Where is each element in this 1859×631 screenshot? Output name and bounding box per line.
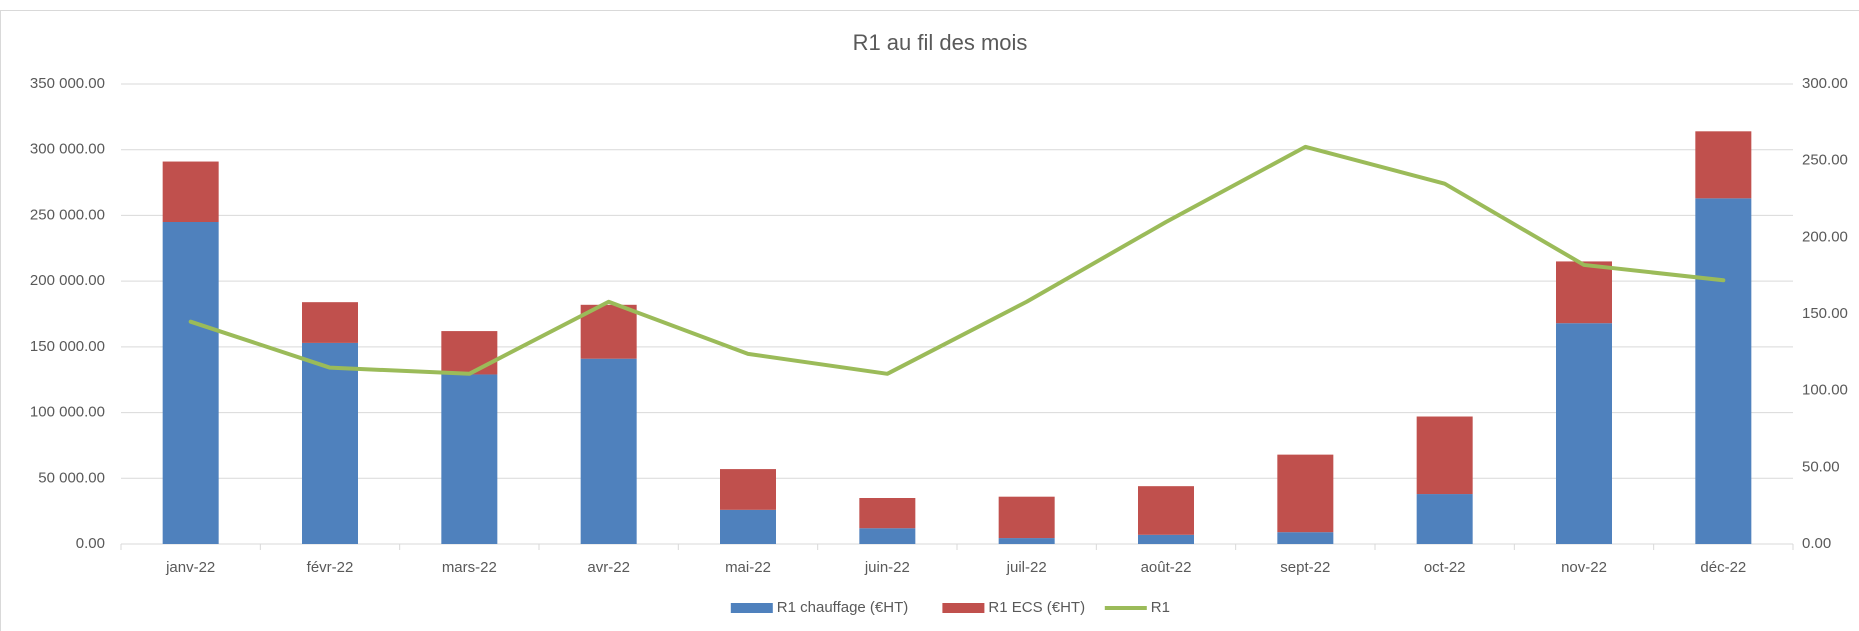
- bar-segment: [998, 496, 1055, 539]
- bar-segment: [441, 331, 498, 375]
- y-tick-label: 250 000.00: [30, 206, 105, 223]
- bar-segment: [720, 469, 776, 510]
- bar-segment: [859, 498, 916, 529]
- bar-segment: [162, 222, 219, 544]
- x-tick-label: juil-22: [1006, 559, 1047, 576]
- legend-swatch: [942, 603, 985, 613]
- bar-segment: [1556, 261, 1612, 324]
- x-tick-label: mai-22: [725, 559, 771, 576]
- y2-tick-label: 150.00: [1802, 305, 1848, 322]
- x-tick-label: juin-22: [864, 559, 910, 576]
- bar-segment: [302, 302, 358, 343]
- bar-segment: [1695, 131, 1752, 199]
- bar-segment: [1416, 416, 1473, 495]
- bar-segment: [441, 374, 498, 544]
- bar-segment: [1556, 323, 1612, 544]
- x-tick-label: août-22: [1141, 559, 1192, 576]
- y2-tick-label: 0.00: [1802, 535, 1831, 552]
- bar-segment: [1138, 486, 1194, 535]
- legend-label: R1: [1151, 599, 1170, 616]
- x-tick-label: mars-22: [442, 559, 497, 576]
- bar-segment: [859, 528, 916, 544]
- x-tick-label: oct-22: [1424, 559, 1466, 576]
- bar-segment: [1416, 494, 1473, 544]
- legend-label: R1 chauffage (€HT): [777, 599, 908, 616]
- bar-segment: [1277, 532, 1334, 544]
- bar-segment: [302, 342, 358, 544]
- y-tick-label: 50 000.00: [38, 469, 105, 486]
- y-tick-label: 150 000.00: [30, 338, 105, 355]
- bar-segment: [1138, 534, 1194, 544]
- y2-tick-label: 50.00: [1802, 458, 1840, 475]
- y-tick-label: 100 000.00: [30, 404, 105, 421]
- x-tick-label: févr-22: [307, 559, 354, 576]
- y-tick-label: 300 000.00: [30, 141, 105, 158]
- y2-tick-label: 100.00: [1802, 382, 1848, 399]
- bar-segment: [580, 304, 637, 359]
- legend-label: R1 ECS (€HT): [988, 599, 1085, 616]
- chart-title: R1 au fil des mois: [853, 30, 1028, 55]
- x-tick-label: janv-22: [165, 559, 215, 576]
- bar-segment: [162, 161, 219, 222]
- bar-segment: [720, 509, 776, 544]
- y-tick-label: 350 000.00: [30, 75, 105, 92]
- bar-segment: [580, 358, 637, 544]
- x-tick-label: avr-22: [587, 559, 630, 576]
- y-tick-label: 200 000.00: [30, 272, 105, 289]
- x-tick-label: déc-22: [1700, 559, 1746, 576]
- y2-tick-label: 300.00: [1802, 75, 1848, 92]
- x-tick-label: sept-22: [1280, 559, 1330, 576]
- y2-tick-label: 200.00: [1802, 228, 1848, 245]
- legend-swatch: [730, 603, 773, 613]
- bar-segment: [1277, 454, 1334, 533]
- y-tick-label: 0.00: [76, 535, 105, 552]
- bar-segment: [1695, 198, 1752, 545]
- y2-tick-label: 250.00: [1802, 152, 1848, 169]
- line-series: [188, 144, 1726, 376]
- x-tick-label: nov-22: [1561, 559, 1607, 576]
- bar-segment: [998, 538, 1055, 544]
